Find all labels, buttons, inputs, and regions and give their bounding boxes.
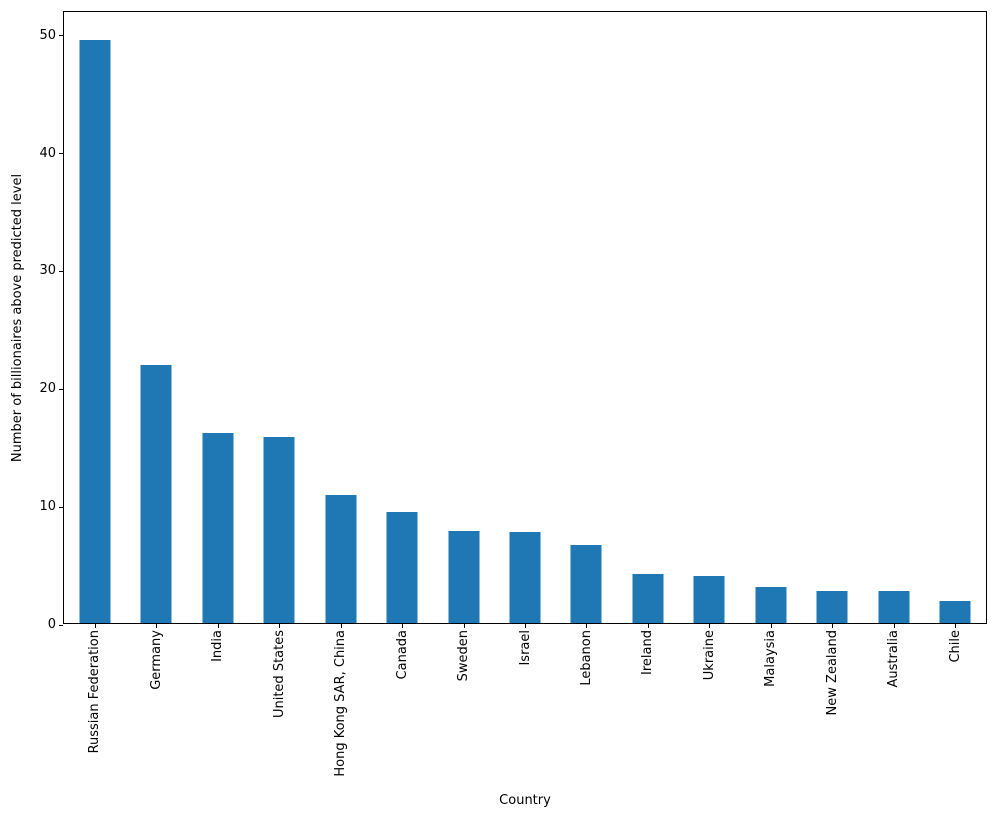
bar-slot-hong-kong-sar-china	[310, 12, 371, 628]
x-tick-label-cell: Germany	[125, 630, 186, 777]
x-tick-mark	[156, 624, 158, 628]
bar-united-states	[263, 436, 295, 623]
bar-australia	[878, 591, 910, 623]
bar-hong-kong-sar-china	[325, 494, 357, 623]
x-tick-mark	[217, 624, 219, 628]
x-tick-mark	[94, 624, 96, 628]
y-tick-label-0: 0	[47, 617, 56, 632]
y-axis-label-text: Number of billionaires above predicted l…	[10, 173, 25, 463]
x-tick-label-cell: Malaysia	[740, 630, 801, 777]
x-tick-label-hong-kong-sar-china: Hong Kong SAR, China	[333, 630, 349, 777]
bar-sweden	[448, 531, 480, 623]
x-tick-mark	[709, 624, 711, 628]
x-tick-label-india: India	[210, 630, 226, 662]
y-tick-label-30: 30	[39, 263, 56, 279]
x-tick-mark	[402, 624, 404, 628]
bar-slot-israel	[494, 12, 555, 628]
x-tick-mark	[463, 624, 465, 628]
x-tick-label-chile: Chile	[947, 630, 963, 663]
bar-slot-russian-federation	[64, 12, 125, 628]
x-tick-label-germany: Germany	[148, 630, 164, 690]
x-tick-label-canada: Canada	[394, 630, 410, 680]
x-tick-label-ireland: Ireland	[640, 630, 656, 675]
y-tick-label-40: 40	[39, 145, 56, 161]
bar-russian-federation	[79, 39, 111, 623]
x-axis-label: Country	[499, 793, 551, 808]
y-tick-label-10: 10	[39, 499, 56, 515]
x-tick-mark	[586, 624, 588, 628]
x-tick-label-cell: Canada	[371, 630, 432, 777]
x-tick-label-cell: India	[187, 630, 248, 777]
y-axis-label: Number of billionaires above predicted l…	[10, 174, 25, 462]
bar-lebanon	[570, 545, 602, 623]
y-tick-mark	[59, 388, 63, 390]
x-tick-mark	[279, 624, 281, 628]
bar-india	[202, 433, 234, 623]
x-tick-mark	[955, 624, 957, 628]
bar-slot-united-states	[248, 12, 309, 628]
bar-slot-canada	[371, 12, 432, 628]
bar-slot-new-zealand	[802, 12, 863, 628]
x-tick-label-cell: Ireland	[617, 630, 678, 777]
x-tick-label-cell: Lebanon	[556, 630, 617, 777]
y-tick-mark	[59, 506, 63, 508]
x-tick-label-new-zealand: New Zealand	[824, 630, 840, 716]
y-tick-mark	[59, 624, 63, 626]
x-tick-mark	[647, 624, 649, 628]
bar-slot-sweden	[433, 12, 494, 628]
bar-slot-australia	[863, 12, 924, 628]
bars-container	[64, 12, 986, 628]
x-tick-label-united-states: United States	[271, 630, 287, 719]
bar-slot-india	[187, 12, 248, 628]
x-tick-label-sweden: Sweden	[456, 630, 472, 682]
bar-slot-malaysia	[740, 12, 801, 628]
x-tick-label-russian-federation: Russian Federation	[87, 630, 103, 754]
x-tick-label-israel: Israel	[517, 630, 533, 666]
y-tick-label-50: 50	[39, 27, 56, 43]
x-tick-mark	[770, 624, 772, 628]
bar-new-zealand	[816, 591, 848, 623]
y-tick-mark	[59, 35, 63, 37]
bar-ukraine	[693, 575, 725, 623]
plot-area: 0 10 20 30 40 50 Russian Federation Germany Ind…	[39, 11, 987, 777]
x-tick-label-cell: New Zealand	[802, 630, 863, 777]
bar-malaysia	[755, 586, 787, 623]
bar-israel	[509, 532, 541, 623]
x-tick-label-cell: Chile	[925, 630, 986, 777]
bar-chile	[939, 600, 971, 623]
x-tick-label-australia: Australia	[886, 630, 902, 688]
x-axis-tick-labels: Russian Federation Germany India United Sta…	[64, 630, 986, 777]
x-tick-label-cell: Australia	[863, 630, 924, 777]
x-tick-label-cell: Ukraine	[679, 630, 740, 777]
bar-slot-chile	[925, 12, 986, 628]
bar-slot-ireland	[617, 12, 678, 628]
bar-ireland	[632, 573, 664, 623]
x-tick-label-cell: Russian Federation	[64, 630, 125, 777]
bar-slot-lebanon	[556, 12, 617, 628]
x-tick-label-cell: Hong Kong SAR, China	[310, 630, 371, 777]
y-tick-mark	[59, 270, 63, 272]
x-tick-label-cell: Israel	[494, 630, 555, 777]
x-tick-label-ukraine: Ukraine	[701, 630, 717, 681]
x-tick-mark	[832, 624, 834, 628]
x-tick-mark	[525, 624, 527, 628]
x-tick-mark	[893, 624, 895, 628]
x-tick-label-malaysia: Malaysia	[763, 630, 779, 687]
y-tick-label-20: 20	[39, 381, 56, 397]
bar-slot-ukraine	[679, 12, 740, 628]
bar-germany	[140, 364, 172, 623]
y-tick-mark	[59, 153, 63, 154]
bar-canada	[386, 512, 418, 623]
bar-slot-germany	[125, 12, 186, 628]
x-tick-mark	[340, 624, 342, 628]
x-tick-label-cell: United States	[248, 630, 309, 777]
x-tick-label-lebanon: Lebanon	[578, 630, 594, 686]
x-tick-label-cell: Sweden	[433, 630, 494, 777]
